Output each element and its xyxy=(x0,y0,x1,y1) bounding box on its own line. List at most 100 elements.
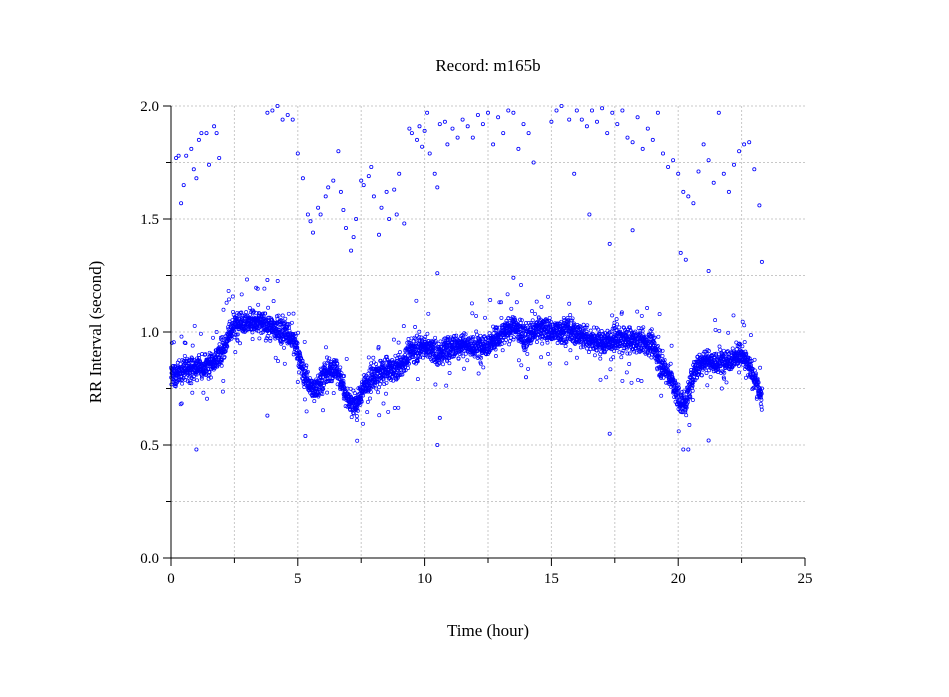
data-point xyxy=(639,379,644,383)
data-point xyxy=(355,418,359,423)
data-point xyxy=(434,362,439,367)
data-point xyxy=(199,131,204,136)
data-point xyxy=(519,318,524,323)
data-point xyxy=(415,377,420,382)
data-point xyxy=(412,335,417,340)
tick-marks xyxy=(163,105,806,566)
data-point xyxy=(223,349,228,354)
data-point xyxy=(221,378,226,383)
data-point xyxy=(639,313,644,318)
data-point xyxy=(180,381,185,386)
data-point xyxy=(400,372,405,377)
x-tick-label: 25 xyxy=(798,571,813,587)
data-point xyxy=(474,313,479,318)
data-point xyxy=(481,365,486,370)
data-point xyxy=(220,338,225,343)
data-point xyxy=(341,207,346,212)
data-point xyxy=(757,203,762,208)
data-point xyxy=(519,363,524,368)
data-point xyxy=(391,378,396,383)
data-point xyxy=(366,371,371,376)
data-point xyxy=(465,358,470,363)
data-point xyxy=(629,380,634,385)
data-point xyxy=(471,335,475,340)
data-point xyxy=(640,146,645,151)
data-point xyxy=(297,351,302,355)
data-point xyxy=(302,339,307,344)
data-point xyxy=(203,352,208,357)
data-point xyxy=(607,431,612,436)
data-point xyxy=(499,315,504,320)
data-point xyxy=(499,300,503,305)
data-point xyxy=(378,382,383,387)
data-point xyxy=(397,355,402,360)
data-point xyxy=(737,149,742,154)
data-point xyxy=(290,117,295,122)
data-point xyxy=(377,413,382,418)
data-point xyxy=(433,335,438,340)
data-point xyxy=(701,142,706,147)
data-point xyxy=(265,413,270,418)
data-point xyxy=(398,350,402,355)
data-point xyxy=(204,131,209,136)
data-point xyxy=(414,137,419,142)
data-point xyxy=(539,304,544,309)
data-point xyxy=(425,110,430,115)
data-point xyxy=(286,322,291,327)
data-point xyxy=(355,406,360,411)
data-point xyxy=(354,414,359,419)
data-point xyxy=(176,153,181,158)
data-point xyxy=(191,167,196,172)
data-point xyxy=(455,135,460,140)
data-point xyxy=(511,110,516,115)
data-point xyxy=(533,311,538,316)
data-point xyxy=(275,279,280,283)
data-point xyxy=(214,330,219,334)
data-point xyxy=(352,391,357,396)
data-point xyxy=(406,366,411,370)
data-point xyxy=(396,353,401,358)
data-point xyxy=(758,365,763,370)
data-point xyxy=(189,146,194,151)
data-point xyxy=(563,344,568,349)
data-point xyxy=(282,361,287,366)
data-point xyxy=(178,402,183,407)
data-point xyxy=(460,117,465,122)
data-point xyxy=(620,108,625,113)
data-points xyxy=(169,104,764,452)
data-point xyxy=(604,375,609,380)
data-point xyxy=(417,329,422,334)
data-point xyxy=(293,333,298,338)
data-point xyxy=(445,142,450,147)
data-point xyxy=(461,348,466,353)
data-point xyxy=(384,391,388,396)
data-point xyxy=(681,447,686,452)
data-point xyxy=(263,311,268,316)
data-point xyxy=(220,358,225,363)
data-point xyxy=(220,389,225,394)
data-point xyxy=(343,225,348,230)
data-point xyxy=(321,408,325,413)
data-point xyxy=(620,378,625,383)
data-point xyxy=(217,155,222,160)
data-point xyxy=(438,339,443,344)
data-point xyxy=(507,339,512,344)
data-point xyxy=(402,221,407,226)
data-point xyxy=(229,323,233,328)
data-point xyxy=(678,250,683,255)
data-point xyxy=(349,248,354,253)
data-point xyxy=(370,383,375,388)
data-point xyxy=(426,311,431,316)
data-point xyxy=(505,292,510,297)
data-point xyxy=(335,382,340,387)
data-point xyxy=(534,299,539,304)
data-point xyxy=(230,294,235,299)
data-point xyxy=(657,312,662,317)
data-point xyxy=(194,176,199,181)
data-point xyxy=(511,337,516,342)
data-point xyxy=(196,137,201,142)
data-point xyxy=(706,438,711,443)
data-point xyxy=(192,323,197,328)
data-point xyxy=(483,315,487,320)
data-point xyxy=(425,331,430,336)
